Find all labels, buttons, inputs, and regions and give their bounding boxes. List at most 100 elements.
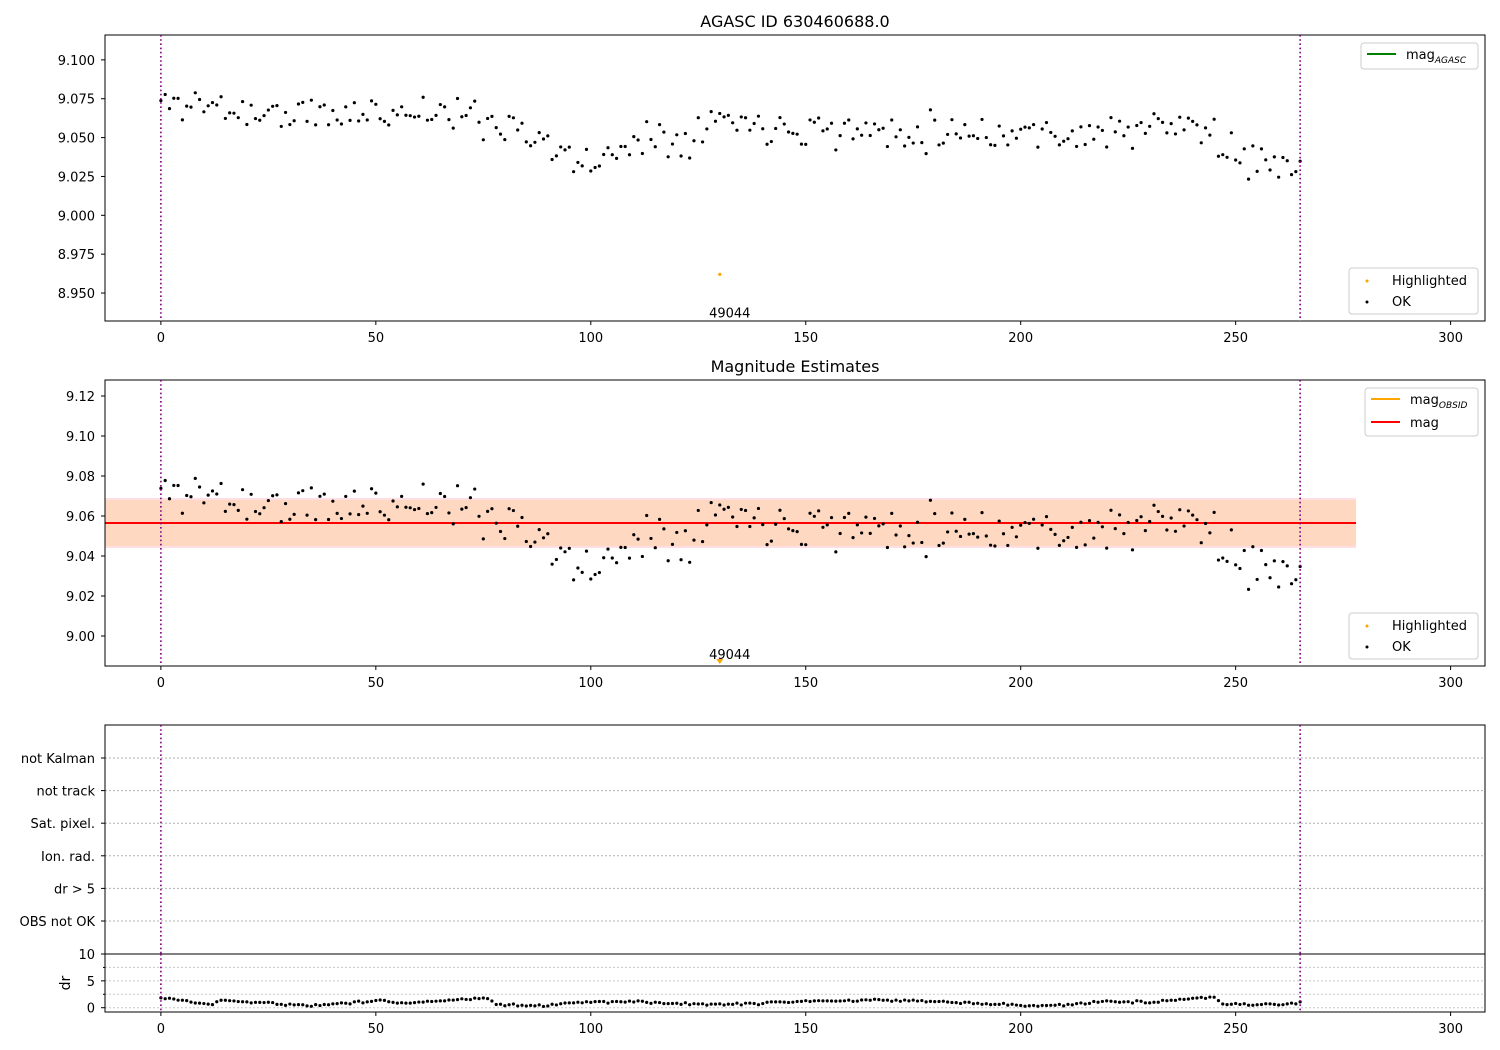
data-point xyxy=(649,1001,653,1006)
data-point xyxy=(937,143,941,147)
data-point xyxy=(374,102,378,106)
data-point xyxy=(937,999,941,1004)
x-tick-label: 250 xyxy=(1223,1022,1248,1037)
data-point xyxy=(391,1000,395,1004)
data-point xyxy=(1178,115,1182,119)
data-point xyxy=(1148,124,1152,128)
data-point xyxy=(215,492,219,496)
data-point xyxy=(1242,548,1246,553)
data-point xyxy=(460,997,464,1001)
data-point xyxy=(920,540,924,545)
data-point xyxy=(791,131,795,135)
data-point xyxy=(314,1003,318,1007)
data-point xyxy=(623,144,627,149)
data-point xyxy=(937,543,941,548)
data-point xyxy=(881,126,885,130)
data-point xyxy=(1212,995,1216,999)
flags-panel: not Kalman not track Sat. pixel. Ion. rad. d… xyxy=(20,724,1486,955)
data-point xyxy=(197,1001,202,1005)
data-point xyxy=(1173,132,1178,136)
x-tick-label: 300 xyxy=(1438,1022,1463,1037)
data-point xyxy=(1277,585,1281,589)
data-point xyxy=(283,1003,288,1007)
data-point xyxy=(748,524,752,529)
data-point xyxy=(253,509,258,514)
data-point xyxy=(1092,536,1096,540)
data-point xyxy=(907,534,911,538)
data-point xyxy=(829,121,834,125)
data-point xyxy=(1130,146,1135,150)
data-point xyxy=(679,1002,683,1006)
data-point xyxy=(236,508,240,512)
data-point xyxy=(245,122,249,127)
y-tick-label: 9.10 xyxy=(66,430,95,445)
x-tick-label: 50 xyxy=(368,331,385,346)
data-point xyxy=(1160,120,1165,124)
data-point xyxy=(834,148,838,152)
data-point xyxy=(408,1001,412,1005)
data-point xyxy=(447,118,451,122)
data-point xyxy=(593,165,597,170)
data-point xyxy=(825,523,829,527)
data-point xyxy=(228,111,232,115)
data-point xyxy=(1255,169,1259,173)
data-point xyxy=(971,1002,976,1006)
data-point xyxy=(296,491,301,495)
y-tick-label: 9.075 xyxy=(58,93,95,108)
data-point xyxy=(868,998,872,1002)
data-point xyxy=(791,1000,795,1004)
x-tick-label: 150 xyxy=(793,1022,818,1037)
data-point xyxy=(309,98,313,102)
data-point xyxy=(1074,545,1079,549)
data-point xyxy=(1221,153,1225,157)
data-point xyxy=(735,128,739,132)
data-point xyxy=(795,529,799,534)
data-point xyxy=(507,114,511,118)
legend-entry-subscript: AGASC xyxy=(1434,56,1467,66)
data-point xyxy=(602,999,606,1004)
data-point xyxy=(958,1001,963,1006)
data-point xyxy=(1242,1002,1246,1006)
data-point xyxy=(292,1003,296,1007)
data-point xyxy=(1087,123,1092,128)
data-point xyxy=(253,116,258,121)
data-point xyxy=(894,135,898,139)
data-point xyxy=(331,108,335,113)
data-point xyxy=(378,998,382,1002)
data-point xyxy=(1212,117,1216,121)
data-point xyxy=(920,998,924,1003)
data-point xyxy=(404,1001,408,1005)
data-point xyxy=(640,151,644,156)
data-point xyxy=(993,544,997,548)
data-point xyxy=(1036,145,1040,149)
x-tick-label: 200 xyxy=(1008,676,1033,691)
data-point xyxy=(576,1000,580,1004)
data-point xyxy=(520,121,524,125)
data-point xyxy=(1139,515,1143,519)
data-point xyxy=(210,1003,215,1007)
data-point xyxy=(614,999,619,1004)
data-point xyxy=(468,496,473,500)
data-point xyxy=(1143,1001,1147,1005)
y-tick-label: 9.06 xyxy=(66,510,95,525)
data-point xyxy=(563,550,567,554)
data-point xyxy=(692,1002,696,1006)
data-point xyxy=(933,118,937,122)
data-point xyxy=(589,1000,593,1004)
data-point xyxy=(369,487,374,491)
flag-row-label: Ion. rad. xyxy=(41,850,95,865)
data-point xyxy=(735,524,739,529)
data-point xyxy=(1109,508,1113,512)
data-point xyxy=(1191,119,1195,123)
data-point xyxy=(382,998,387,1002)
data-point xyxy=(1264,158,1268,162)
data-point xyxy=(1143,131,1147,136)
data-point xyxy=(1264,1002,1268,1006)
data-point xyxy=(434,505,438,510)
data-point xyxy=(1040,1003,1044,1008)
data-point xyxy=(253,1000,258,1004)
data-point xyxy=(804,142,808,146)
data-point xyxy=(627,556,632,560)
data-point xyxy=(236,116,240,120)
data-point xyxy=(739,1003,743,1007)
